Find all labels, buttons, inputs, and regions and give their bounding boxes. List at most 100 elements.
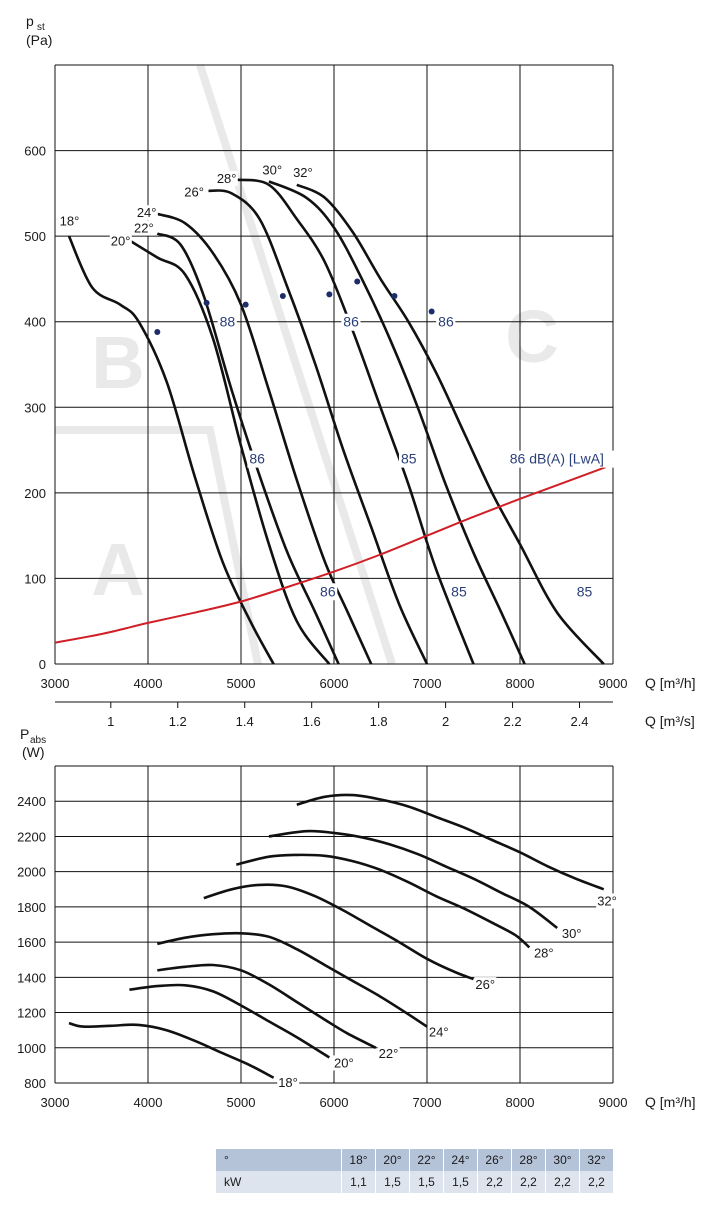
table-header-cell: °	[216, 1149, 342, 1171]
pressure-curve-24deg	[156, 212, 373, 665]
x2-tick-label: 1.8	[370, 714, 388, 729]
y-tick-label: 100	[24, 571, 46, 586]
curve-label-bg	[183, 184, 206, 200]
x-tick-label: 3000	[41, 676, 70, 691]
power-axes: 800 1000 1200 1400 1600 1800 2000 2200 2400 3000 4…	[17, 726, 695, 1110]
y-axis-unit: (W)	[22, 744, 45, 760]
motor-power-table: ° 18° 20° 22° 24° 26° 28° 30° 32° kW 1,1…	[216, 1149, 614, 1193]
power-labels: 18° 20° 22° 24° 26° 28° 30° 32°	[277, 893, 619, 1090]
pressure-curve-20deg	[128, 239, 331, 665]
pressure-curve-26deg	[208, 189, 429, 665]
table-header-cell: 26°	[477, 1149, 512, 1171]
x2-axis-label: Q [m³/s]	[645, 713, 695, 729]
curve-label: 32°	[597, 893, 617, 908]
power-chart: 18° 20° 22° 24° 26° 28° 30° 32° 800 1000 1200 1400…	[17, 726, 695, 1110]
power-curve-24deg	[157, 931, 428, 1028]
noise-label-bg	[217, 313, 237, 331]
curve-label-bg	[474, 977, 497, 993]
y-tick-label: 0	[39, 657, 46, 672]
y-tick-label: 1200	[17, 1006, 46, 1021]
noise-label: 86	[438, 314, 454, 330]
zone-letter-c: C	[505, 295, 558, 378]
x2-tick-label: 1.6	[303, 714, 321, 729]
curve-label-bg	[261, 162, 284, 178]
x-tick-label: 7000	[413, 676, 442, 691]
curve-label-bg	[58, 213, 81, 229]
x2-tick-label: 1	[107, 714, 114, 729]
y-tick-label: 600	[24, 144, 46, 159]
x2-tick-label: 2.4	[570, 714, 588, 729]
y-tick-label: 1600	[17, 935, 46, 950]
y-tick-label: 200	[24, 486, 46, 501]
curve-label: 30°	[562, 926, 582, 941]
power-curve-18deg	[68, 1021, 275, 1079]
curve-label: 28°	[217, 171, 237, 186]
x-tick-label: 9000	[599, 1095, 628, 1110]
power-grid	[54, 765, 614, 1084]
table-cell: 1,1	[341, 1171, 376, 1193]
curve-label-bg	[292, 164, 315, 180]
x-tick-label: 6000	[320, 1095, 349, 1110]
noise-label-bg	[574, 583, 594, 601]
table-row: kW 1,1 1,5 1,5 1,5 2,2 2,2 2,2 2,2	[216, 1171, 614, 1193]
x-tick-label: 8000	[506, 676, 535, 691]
table-header-cell: 32°	[579, 1149, 614, 1171]
x-tick-label: 7000	[413, 1095, 442, 1110]
y-axis-unit: (Pa)	[26, 32, 52, 48]
curve-label-bg	[277, 1074, 300, 1090]
pressure-grid	[54, 64, 614, 665]
noise-label: 86	[320, 583, 336, 599]
system-curve-line	[54, 466, 606, 644]
y-axis-label: p	[26, 13, 34, 29]
table-header-cell: 20°	[375, 1149, 410, 1171]
operating-point	[279, 293, 286, 300]
x2-tick-label: 1.4	[236, 714, 254, 729]
curve-label-bg	[135, 205, 158, 221]
table-cell: 1,5	[409, 1171, 444, 1193]
noise-label: 85	[401, 451, 417, 467]
table-cell: 2,2	[579, 1171, 614, 1193]
noise-label: 88	[220, 314, 236, 330]
operating-point	[391, 293, 398, 300]
curve-label: 22°	[134, 221, 154, 236]
power-curves	[68, 793, 605, 1079]
curve-label: 18°	[278, 1075, 298, 1090]
pressure-curve-32deg	[296, 183, 605, 665]
x-tick-label: 8000	[506, 1095, 535, 1110]
noise-label-bg	[449, 583, 469, 601]
curve-label: 30°	[262, 162, 282, 177]
pressure-axes: 0 100 200 300 400 500 600 3000 4000 5000 6000 7000 8…	[24, 13, 695, 729]
table-header-row: ° 18° 20° 22° 24° 26° 28° 30° 32°	[216, 1149, 614, 1171]
noise-label: 85	[451, 583, 467, 599]
x-axis-label: Q [m³/h]	[645, 1094, 696, 1110]
operating-point	[242, 301, 249, 308]
table-header-cell: 22°	[409, 1149, 444, 1171]
table-cell: 2,2	[477, 1171, 512, 1193]
curve-label-bg	[333, 1055, 355, 1071]
x2-tick-label: 2.2	[504, 714, 522, 729]
pressure-curve-30deg	[268, 180, 526, 665]
pressure-curves	[67, 178, 605, 665]
pressure-curve-28deg	[236, 178, 475, 665]
curve-label-bg	[532, 945, 555, 961]
pressure-chart: A B C 88 86 86 86 85 85 86 86 dB(A) [LwA] 85 18° 20°…	[24, 13, 695, 729]
zone-letter-b: B	[91, 321, 144, 404]
curve-label: 20°	[334, 1055, 354, 1070]
curve-label: 28°	[534, 945, 554, 960]
curve-label-bg	[560, 926, 583, 942]
power-curve-20deg	[129, 983, 330, 1059]
table-header-cell: 30°	[545, 1149, 580, 1171]
y-axis-label-sub: abs	[30, 735, 46, 746]
noise-label-bg	[247, 450, 267, 468]
y-tick-label: 500	[24, 229, 46, 244]
curve-label-bg	[596, 893, 619, 909]
zone-markings: A B C	[55, 63, 559, 666]
x-tick-label: 5000	[227, 1095, 256, 1110]
curve-label: 18°	[60, 214, 80, 229]
power-curve-22deg	[157, 963, 377, 1049]
y-axis-label: P	[20, 726, 29, 742]
x-tick-label: 6000	[320, 676, 349, 691]
noise-label-bg	[318, 583, 338, 601]
